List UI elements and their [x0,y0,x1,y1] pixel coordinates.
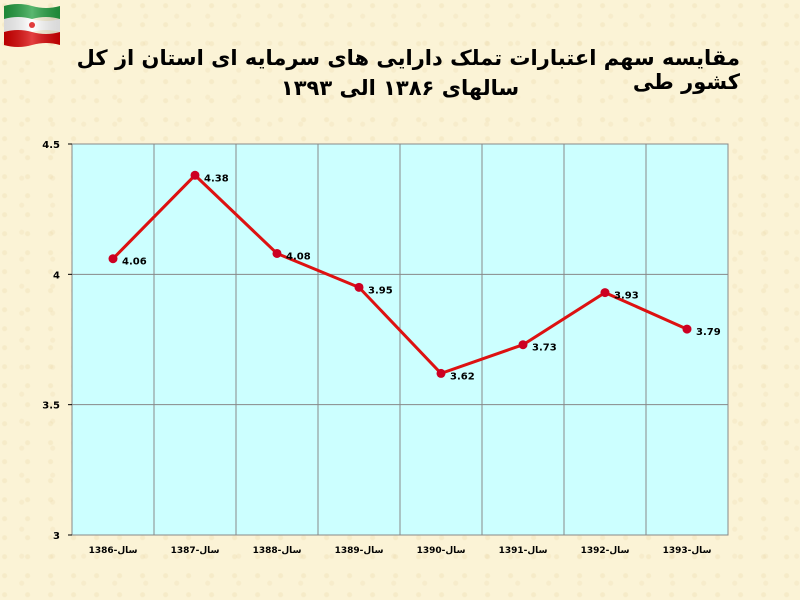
y-tick-label: 4.5 [42,140,60,151]
data-points [108,170,692,378]
data-label: 4.06 [122,257,147,268]
chart-title-line2: سالهای ۱۳۸۶ الی ۱۳۹۳ [280,76,520,100]
iran-flag-icon [4,4,60,47]
x-tick-label: سال-1389 [335,546,384,556]
data-point [190,170,200,180]
data-label: 3.95 [368,285,393,296]
data-label: 3.62 [450,371,475,382]
data-label: 4.08 [286,251,311,262]
data-labels: 4.06 4.38 4.08 3.95 3.62 3.73 3.93 3.79 [122,173,721,382]
data-label: 3.93 [614,291,639,302]
x-tick-label: سال-1386 [89,546,138,556]
data-point [600,288,610,298]
data-point [354,282,364,292]
y-tick-label: 3 [53,531,60,542]
y-tick-label: 3.5 [42,401,60,412]
x-tick-label: سال-1392 [581,546,630,556]
data-label: 3.73 [532,343,557,354]
data-point [436,368,446,378]
x-tick-label: سال-1388 [253,546,302,556]
data-point [518,340,528,350]
data-point [108,254,118,264]
data-label: 3.79 [696,327,721,338]
x-tick-label: سال-1390 [417,546,466,556]
gridlines [72,143,728,536]
x-tick-label: سال-1387 [171,546,220,556]
data-point [272,248,282,258]
y-axis: 3 3.5 4 4.5 [42,140,72,542]
data-label: 4.38 [204,173,229,184]
x-tick-label: سال-1393 [663,546,712,556]
series-line [111,173,688,376]
y-tick-label: 4 [53,270,60,281]
chart-title-line1: مقایسه سهم اعتبارات تملک دارایی های سرما… [76,46,740,94]
x-tick-label: سال-1391 [499,546,548,556]
data-point [682,324,692,334]
x-axis: سال-1386 سال-1387 سال-1388 سال-1389 سال-1390… [89,546,712,556]
